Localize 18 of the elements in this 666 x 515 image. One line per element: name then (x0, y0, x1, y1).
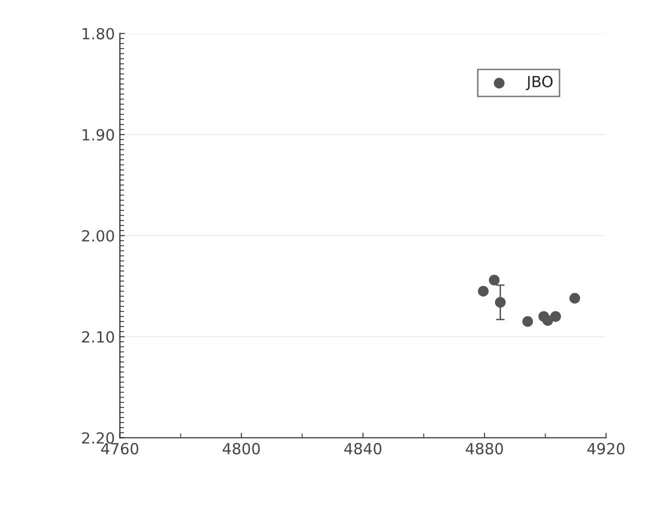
x-tick-label: 4760 (101, 442, 138, 454)
y-tick-label: 2.20 (82, 432, 114, 444)
x-tick-label: 4800 (222, 442, 260, 454)
point (550, 311, 561, 322)
point (488, 274, 500, 286)
y-tick-label: 2.10 (82, 331, 114, 343)
point (569, 292, 580, 304)
x-tick-label: 4920 (587, 442, 624, 454)
x-tick-label: 4880 (466, 442, 503, 454)
point (542, 315, 554, 326)
point (494, 296, 506, 308)
y-tick-label: 1.90 (82, 129, 114, 141)
point (522, 316, 534, 327)
legend-label: JBO (526, 76, 553, 90)
y-tick-label: 2.00 (82, 230, 114, 242)
point (478, 286, 489, 297)
y-tick-label: 1.80 (82, 28, 114, 40)
x-tick-label: 4840 (344, 442, 382, 454)
